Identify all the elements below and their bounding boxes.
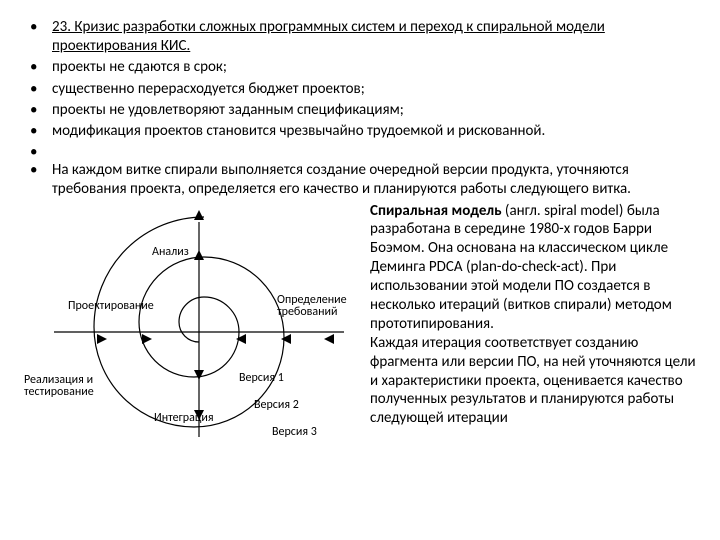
label-v1: Версия 1: [239, 372, 284, 385]
bullet-text: проекты не удовлетворяют заданным специф…: [52, 101, 404, 119]
bullet-text: На каждом витке спирали выполняется созд…: [52, 161, 631, 198]
paragraph-title-paren: (англ. spiral model): [502, 202, 627, 220]
spiral-svg: [24, 202, 364, 482]
bullet-text: модификация проектов становится чрезвыча…: [52, 122, 545, 140]
paragraph-column: Спиральная модель (англ. spiral model) б…: [364, 202, 696, 482]
bullet-item: 23. Кризис разработки сложных программны…: [24, 18, 696, 56]
paragraph-title: Спиральная модель: [370, 202, 502, 220]
label-analysis: Анализ: [152, 246, 189, 259]
label-integration: Интеграция: [154, 412, 214, 425]
bullet-item: На каждом витке спирали выполняется созд…: [24, 161, 696, 199]
bullet-item-empty: [24, 143, 696, 159]
bullet-text: проекты не сдаются в срок;: [52, 58, 227, 76]
label-v3: Версия 3: [272, 426, 317, 439]
bullet-item: проекты не удовлетворяют заданным специф…: [24, 101, 696, 120]
bullet-text: существенно перерасходуется бюджет проек…: [52, 80, 365, 98]
label-design: Проектирование: [68, 300, 154, 313]
slide-root: 23. Кризис разработки сложных программны…: [0, 0, 720, 540]
label-v2: Версия 2: [254, 399, 299, 412]
bullet-item: проекты не сдаются в срок;: [24, 58, 696, 77]
label-impl-2: тестирование: [24, 386, 94, 399]
label-requirements-2: требований: [277, 306, 338, 319]
bullet-item: модификация проектов становится чрезвыча…: [24, 122, 696, 141]
spiral-diagram: Анализ Определение требований Проектиров…: [24, 202, 364, 482]
paragraph-body-2: Каждая итерация соответствует созданию ф…: [370, 334, 696, 428]
bullet-title: 23. Кризис разработки сложных программны…: [52, 18, 605, 55]
bullet-item: существенно перерасходуется бюджет проек…: [24, 80, 696, 99]
lower-row: Анализ Определение требований Проектиров…: [24, 202, 696, 482]
paragraph-body-1: была разработана в середине 1980-х годов…: [370, 202, 672, 333]
bullet-list: 23. Кризис разработки сложных программны…: [24, 18, 696, 200]
